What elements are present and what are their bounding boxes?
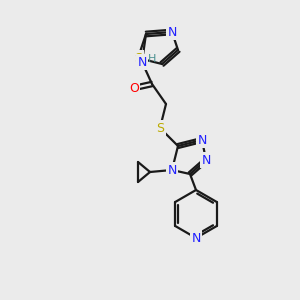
Text: S: S bbox=[134, 52, 142, 64]
Text: N: N bbox=[191, 232, 201, 244]
Text: O: O bbox=[129, 82, 139, 94]
Text: N: N bbox=[167, 164, 177, 176]
Text: N: N bbox=[167, 26, 177, 38]
Text: N: N bbox=[201, 154, 211, 166]
Text: N: N bbox=[197, 134, 207, 146]
Text: S: S bbox=[156, 122, 164, 134]
Text: H: H bbox=[148, 54, 156, 64]
Text: N: N bbox=[137, 56, 147, 68]
